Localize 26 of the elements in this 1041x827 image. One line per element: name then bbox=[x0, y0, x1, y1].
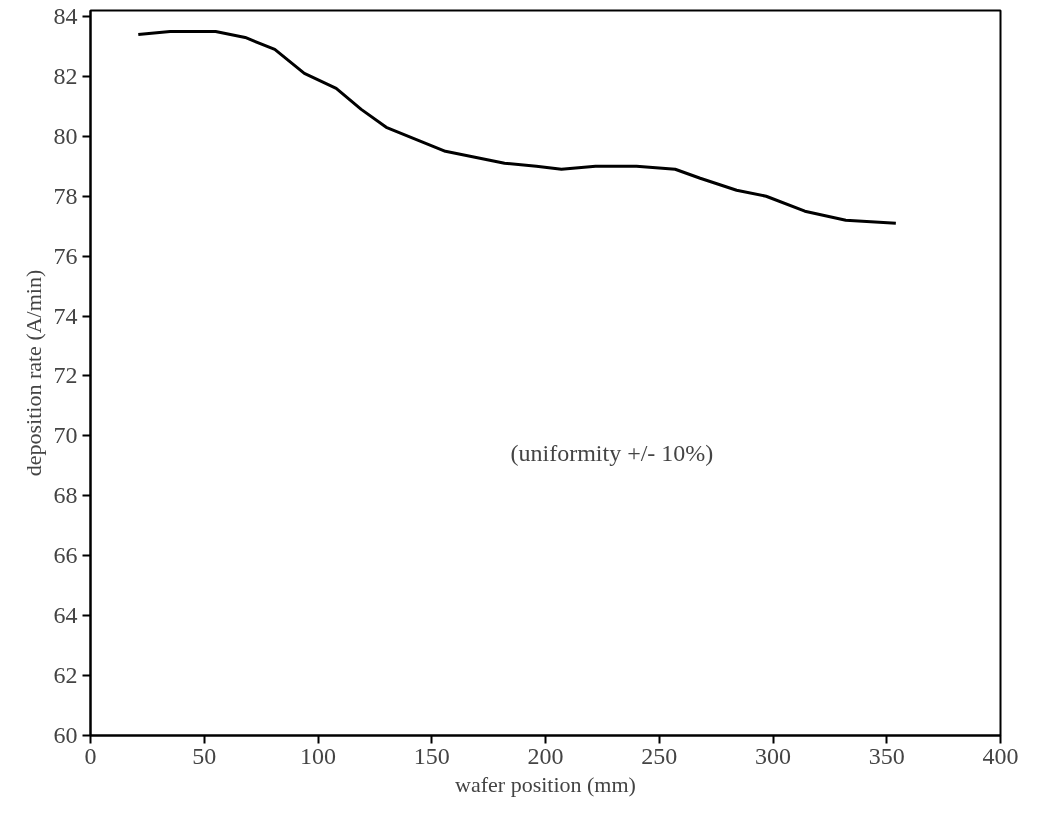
y-tick-label: 84 bbox=[53, 2, 78, 29]
y-tick-label: 76 bbox=[53, 242, 78, 269]
y-tick-label: 60 bbox=[53, 722, 78, 748]
y-tick-label: 66 bbox=[53, 542, 78, 569]
x-tick-label: 0 bbox=[84, 742, 97, 769]
x-tick-label: 200 bbox=[527, 742, 564, 769]
x-tick-label: 100 bbox=[300, 742, 336, 769]
y-tick-label: 70 bbox=[53, 422, 78, 449]
y-tick-label: 64 bbox=[53, 602, 78, 629]
y-tick-label: 72 bbox=[53, 362, 78, 389]
annotation: (uniformity +/- 10%) bbox=[510, 439, 714, 466]
line-series bbox=[136, 29, 898, 225]
x-axis-title: wafer position (mm) bbox=[455, 771, 636, 797]
x-tick-label: 350 bbox=[868, 742, 905, 769]
x-tick-label: 300 bbox=[755, 742, 791, 769]
y-axis-title: deposition rate (A/min) bbox=[20, 269, 46, 477]
x-tick-label: 400 bbox=[982, 742, 1019, 769]
x-tick-label: 50 bbox=[192, 742, 217, 769]
x-tick-label: 250 bbox=[641, 742, 678, 769]
y-tick-label: 68 bbox=[53, 482, 78, 509]
y-tick-label: 74 bbox=[53, 302, 78, 329]
y-tick-label: 78 bbox=[53, 182, 78, 209]
y-tick-label: 62 bbox=[53, 662, 78, 689]
y-tick-label: 82 bbox=[53, 62, 78, 89]
y-tick-label: 80 bbox=[53, 122, 78, 149]
x-tick-label: 150 bbox=[413, 742, 450, 769]
